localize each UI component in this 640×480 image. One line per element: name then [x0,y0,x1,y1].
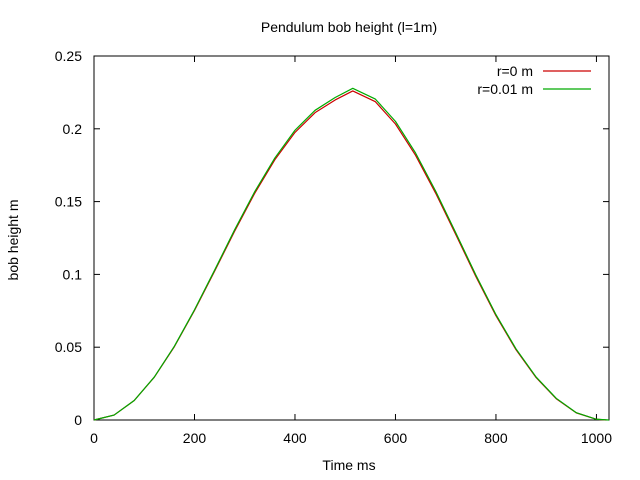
series-lines [93,87,610,421]
y-axis-ticks: 0 0.05 0.1 0.15 0.2 0.25 [55,48,609,428]
series-line [93,90,607,421]
x-tick-label: 800 [484,430,508,446]
x-axis-ticks: 0 200 400 600 800 1000 [90,56,612,446]
y-tick-label: 0 [74,412,82,428]
y-tick-label: 0.1 [63,266,83,282]
legend-label: r=0.01 m [477,81,533,97]
series-line [93,87,610,421]
x-tick-label: 600 [384,430,408,446]
legend-label: r=0 m [497,63,533,79]
x-axis-label: Time ms [322,457,375,473]
x-tick-label: 0 [90,430,98,446]
chart-title: Pendulum bob height (l=1m) [261,19,437,35]
legend: r=0 m r=0.01 m [477,63,591,97]
y-tick-label: 0.05 [55,339,82,355]
y-tick-label: 0.25 [55,48,82,64]
x-tick-label: 400 [283,430,307,446]
y-axis-label: bob height m [5,200,21,281]
y-tick-label: 0.2 [63,121,83,137]
y-tick-label: 0.15 [55,194,82,210]
x-tick-label: 200 [183,430,207,446]
x-tick-label: 1000 [581,430,612,446]
plot-area-frame [93,55,610,421]
